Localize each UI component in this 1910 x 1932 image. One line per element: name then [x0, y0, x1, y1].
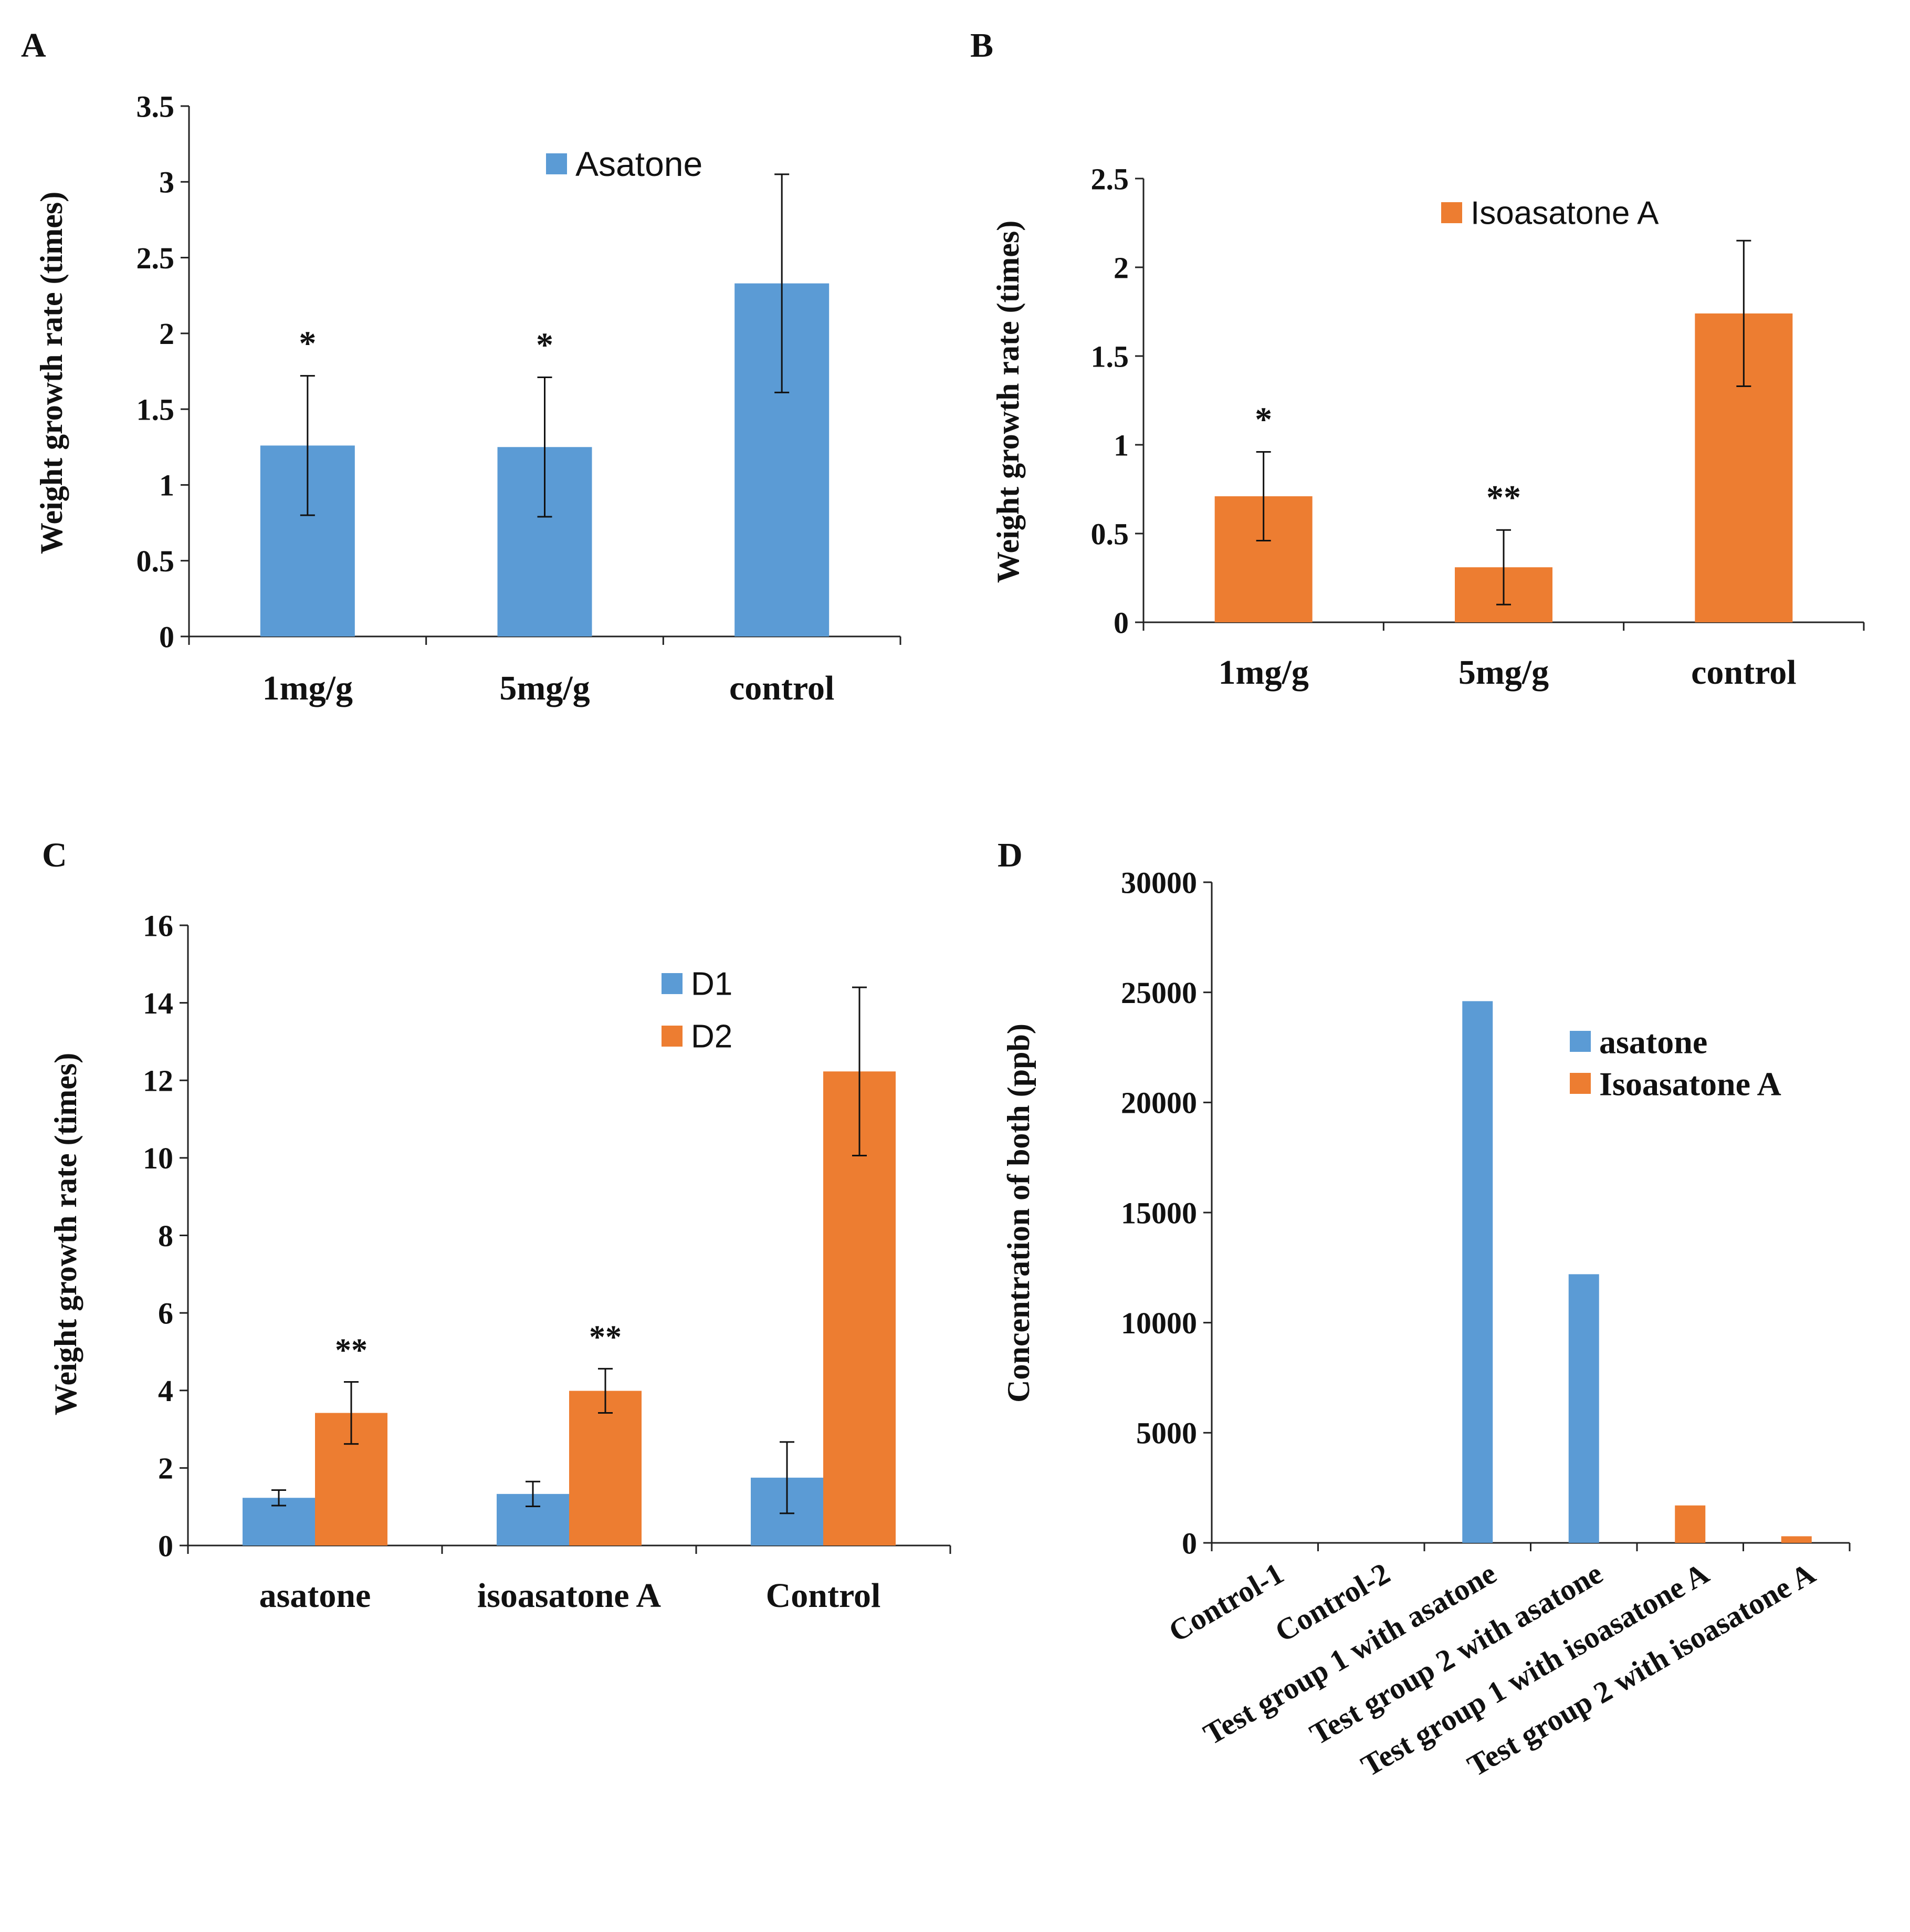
y-tick-label: 16 — [143, 908, 173, 943]
legend-swatch — [1570, 1031, 1591, 1052]
y-tick-label: 5000 — [1136, 1416, 1197, 1450]
panel-c: C 0 2 4 6 8 10 12 14 16 ** ** asatone isoasatone A Co… — [42, 836, 951, 1615]
legend-label: Isoasatone A — [1471, 195, 1659, 232]
significance-label: ** — [1486, 478, 1521, 517]
bar-d2 — [569, 1391, 642, 1545]
significance-label: * — [1255, 401, 1272, 439]
legend-swatch — [662, 973, 683, 994]
y-tick-label: 4 — [158, 1374, 173, 1408]
y-axis-title: Weight growth rate (times) — [991, 221, 1025, 583]
y-axis-title: Weight growth rate (times) — [48, 1053, 83, 1415]
significance-label: ** — [335, 1333, 368, 1369]
legend-swatch — [662, 1026, 683, 1047]
y-tick-label: 0.5 — [1091, 517, 1129, 551]
x-tick-label: asatone — [259, 1576, 371, 1615]
x-tick-label: 5mg/g — [1458, 653, 1549, 692]
significance-label: ** — [589, 1319, 622, 1355]
y-tick-label: 2.5 — [137, 241, 175, 275]
y-tick-label: 1 — [159, 468, 174, 503]
x-tick-label: control — [1691, 653, 1796, 692]
y-tick-label: 14 — [143, 986, 173, 1020]
legend-swatch — [1441, 202, 1462, 223]
panel-d-letter: D — [998, 836, 1023, 874]
legend-label: D2 — [691, 1019, 732, 1055]
panel-a: A 0 0.5 1 1.5 2 2.5 3 3.5 * * 1mg/g 5mg/g control Wei… — [21, 26, 901, 707]
y-tick-label: 6 — [158, 1296, 173, 1330]
y-tick-label: 20000 — [1121, 1086, 1197, 1120]
legend-swatch — [546, 153, 567, 174]
panel-c-letter: C — [42, 836, 67, 874]
x-tick-label: 1mg/g — [1219, 653, 1309, 692]
x-tick-label: Control — [766, 1576, 881, 1615]
y-tick-label: 2.5 — [1091, 162, 1129, 196]
y-tick-label: 10000 — [1121, 1306, 1197, 1340]
legend-swatch — [1570, 1073, 1591, 1094]
y-tick-label: 3 — [159, 165, 174, 200]
y-tick-label: 15000 — [1121, 1196, 1197, 1230]
significance-label: * — [536, 326, 553, 364]
legend-label: Isoasatone A — [1599, 1065, 1781, 1102]
y-tick-label: 12 — [143, 1064, 173, 1098]
x-tick-label: 5mg/g — [499, 669, 590, 707]
legend-label: D1 — [691, 966, 732, 1002]
bar-asatone — [1462, 1001, 1493, 1543]
legend-label: Asatone — [575, 144, 702, 183]
y-tick-label: 30000 — [1121, 865, 1197, 900]
y-tick-label: 8 — [158, 1219, 173, 1253]
y-tick-label: 25000 — [1121, 976, 1197, 1010]
y-tick-label: 0 — [1182, 1526, 1197, 1560]
y-axis-title: Weight growth rate (times) — [34, 192, 69, 554]
significance-label: * — [299, 325, 316, 363]
y-tick-label: 1.5 — [137, 392, 175, 426]
y-tick-label: 2 — [158, 1451, 173, 1486]
legend-label: asatone — [1599, 1023, 1707, 1060]
y-tick-label: 0 — [1114, 605, 1129, 640]
y-tick-label: 0 — [159, 620, 174, 654]
panel-a-letter: A — [21, 26, 46, 65]
x-tick-label: control — [729, 669, 834, 707]
panel-b: B 00.511.522.5***1mg/g 5mg/g controlWeight… — [970, 26, 1865, 692]
bar-isoasatone-a — [1781, 1536, 1812, 1543]
y-tick-label: 0 — [158, 1529, 173, 1563]
x-tick-label: isoasatone A — [477, 1576, 662, 1615]
y-tick-label: 10 — [143, 1141, 173, 1175]
y-tick-label: 3.5 — [137, 89, 175, 123]
x-tick-label: 1mg/g — [263, 669, 353, 707]
y-axis-title: Concentration of both (ppb) — [1001, 1024, 1036, 1403]
y-tick-label: 0.5 — [137, 544, 175, 578]
y-tick-label: 1 — [1114, 428, 1129, 462]
y-tick-label: 1.5 — [1091, 339, 1129, 373]
panel-b-letter: B — [970, 26, 993, 65]
y-tick-label: 2 — [159, 317, 174, 351]
bar-asatone — [1568, 1274, 1599, 1543]
bar-isoasatone-a — [1675, 1505, 1706, 1543]
y-tick-label: 2 — [1114, 250, 1129, 285]
